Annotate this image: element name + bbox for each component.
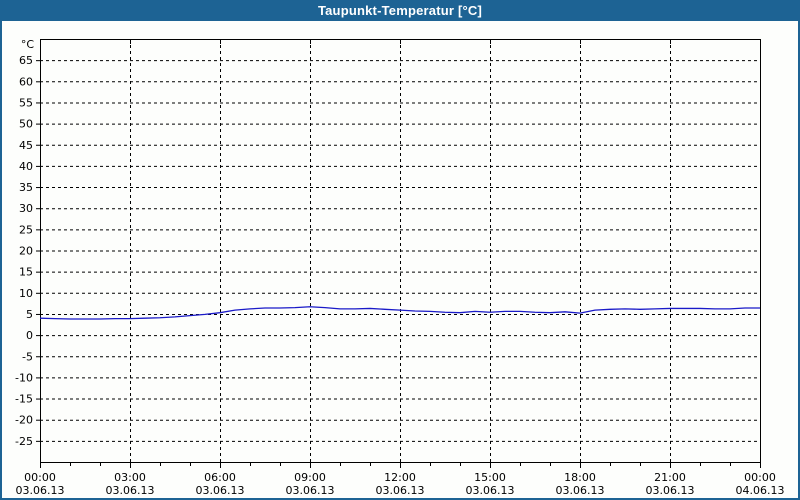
svg-text:5: 5 xyxy=(26,308,33,321)
svg-text:18:00: 18:00 xyxy=(564,471,596,484)
svg-text:50: 50 xyxy=(19,118,33,131)
svg-text:-5: -5 xyxy=(22,350,33,363)
svg-text:06:00: 06:00 xyxy=(204,471,236,484)
svg-text:00:00: 00:00 xyxy=(24,471,56,484)
svg-text:03.06.13: 03.06.13 xyxy=(376,484,425,497)
svg-text:0: 0 xyxy=(26,329,33,342)
svg-text:30: 30 xyxy=(19,202,33,215)
svg-text:35: 35 xyxy=(19,181,33,194)
svg-text:03.06.13: 03.06.13 xyxy=(196,484,245,497)
svg-text:15:00: 15:00 xyxy=(474,471,506,484)
svg-text:03.06.13: 03.06.13 xyxy=(16,484,65,497)
svg-text:-15: -15 xyxy=(15,393,33,406)
svg-text:03.06.13: 03.06.13 xyxy=(556,484,605,497)
svg-text:04.06.13: 04.06.13 xyxy=(736,484,785,497)
svg-text:40: 40 xyxy=(19,160,33,173)
svg-text:65: 65 xyxy=(19,54,33,67)
title-bar[interactable]: Taupunkt-Temperatur [°C] xyxy=(0,0,800,21)
svg-text:09:00: 09:00 xyxy=(294,471,326,484)
svg-text:21:00: 21:00 xyxy=(654,471,686,484)
svg-text:-10: -10 xyxy=(15,371,33,384)
svg-text:12:00: 12:00 xyxy=(384,471,416,484)
svg-text:10: 10 xyxy=(19,287,33,300)
svg-text:°C: °C xyxy=(21,38,35,51)
svg-text:00:00: 00:00 xyxy=(744,471,776,484)
svg-text:03.06.13: 03.06.13 xyxy=(466,484,515,497)
svg-text:55: 55 xyxy=(19,96,33,109)
svg-text:45: 45 xyxy=(19,139,33,152)
svg-text:60: 60 xyxy=(19,75,33,88)
svg-text:03.06.13: 03.06.13 xyxy=(286,484,335,497)
svg-text:20: 20 xyxy=(19,245,33,258)
svg-text:03.06.13: 03.06.13 xyxy=(646,484,695,497)
svg-text:-20: -20 xyxy=(15,414,33,427)
svg-text:03.06.13: 03.06.13 xyxy=(106,484,155,497)
chart-title: Taupunkt-Temperatur [°C] xyxy=(317,3,483,18)
svg-text:25: 25 xyxy=(19,223,33,236)
svg-text:15: 15 xyxy=(19,266,33,279)
svg-text:-25: -25 xyxy=(15,435,33,448)
svg-text:03:00: 03:00 xyxy=(114,471,146,484)
